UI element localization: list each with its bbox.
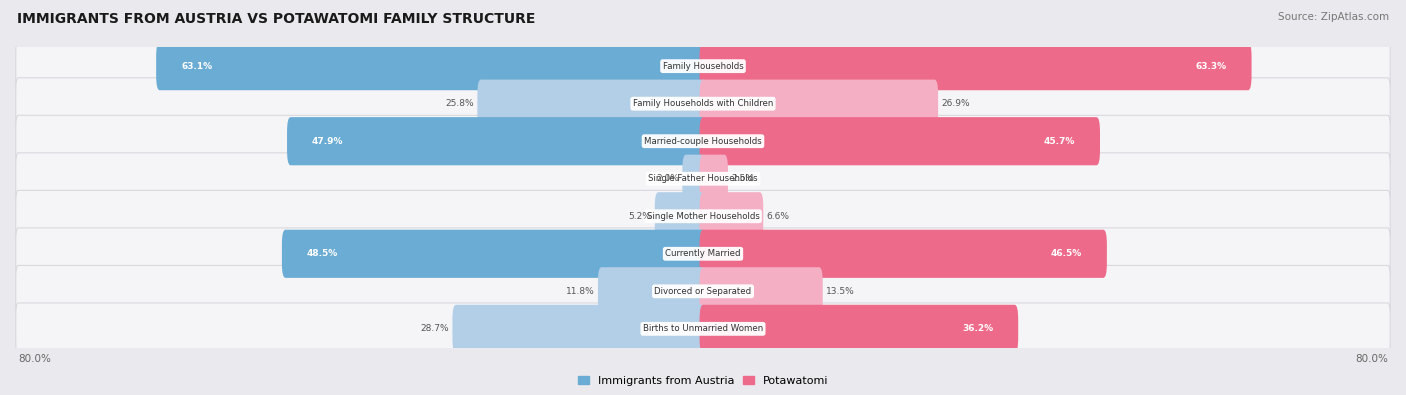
Text: 47.9%: 47.9%: [312, 137, 343, 146]
Text: Source: ZipAtlas.com: Source: ZipAtlas.com: [1278, 12, 1389, 22]
Legend: Immigrants from Austria, Potawatomi: Immigrants from Austria, Potawatomi: [574, 371, 832, 390]
Text: 48.5%: 48.5%: [307, 249, 337, 258]
Text: 26.9%: 26.9%: [942, 99, 970, 108]
FancyBboxPatch shape: [453, 305, 706, 353]
FancyBboxPatch shape: [700, 42, 1251, 90]
Text: 80.0%: 80.0%: [1355, 354, 1388, 364]
Text: Family Households with Children: Family Households with Children: [633, 99, 773, 108]
Text: 63.3%: 63.3%: [1195, 62, 1226, 71]
Text: Divorced or Separated: Divorced or Separated: [654, 287, 752, 296]
FancyBboxPatch shape: [15, 190, 1391, 242]
FancyBboxPatch shape: [700, 267, 823, 315]
FancyBboxPatch shape: [700, 230, 1107, 278]
Text: 36.2%: 36.2%: [962, 324, 993, 333]
Text: 11.8%: 11.8%: [565, 287, 595, 296]
FancyBboxPatch shape: [700, 192, 763, 240]
FancyBboxPatch shape: [287, 117, 706, 165]
FancyBboxPatch shape: [598, 267, 706, 315]
Text: 63.1%: 63.1%: [181, 62, 212, 71]
FancyBboxPatch shape: [156, 42, 706, 90]
FancyBboxPatch shape: [700, 155, 728, 203]
FancyBboxPatch shape: [15, 153, 1391, 205]
FancyBboxPatch shape: [655, 192, 706, 240]
Text: 80.0%: 80.0%: [18, 354, 51, 364]
FancyBboxPatch shape: [682, 155, 706, 203]
FancyBboxPatch shape: [700, 80, 938, 128]
FancyBboxPatch shape: [15, 115, 1391, 167]
Text: IMMIGRANTS FROM AUSTRIA VS POTAWATOMI FAMILY STRUCTURE: IMMIGRANTS FROM AUSTRIA VS POTAWATOMI FA…: [17, 12, 536, 26]
Text: 13.5%: 13.5%: [827, 287, 855, 296]
Text: Single Mother Households: Single Mother Households: [647, 212, 759, 221]
FancyBboxPatch shape: [700, 117, 1099, 165]
Text: Births to Unmarried Women: Births to Unmarried Women: [643, 324, 763, 333]
Text: Single Father Households: Single Father Households: [648, 174, 758, 183]
Text: 5.2%: 5.2%: [628, 212, 651, 221]
Text: 46.5%: 46.5%: [1050, 249, 1083, 258]
FancyBboxPatch shape: [15, 228, 1391, 280]
Text: Married-couple Households: Married-couple Households: [644, 137, 762, 146]
Text: 28.7%: 28.7%: [420, 324, 449, 333]
FancyBboxPatch shape: [281, 230, 706, 278]
FancyBboxPatch shape: [15, 265, 1391, 317]
Text: 2.5%: 2.5%: [731, 174, 754, 183]
Text: 45.7%: 45.7%: [1043, 137, 1076, 146]
Text: 25.8%: 25.8%: [446, 99, 474, 108]
FancyBboxPatch shape: [15, 78, 1391, 130]
Text: 6.6%: 6.6%: [766, 212, 790, 221]
Text: Family Households: Family Households: [662, 62, 744, 71]
FancyBboxPatch shape: [15, 303, 1391, 355]
Text: 2.0%: 2.0%: [657, 174, 679, 183]
Text: Currently Married: Currently Married: [665, 249, 741, 258]
FancyBboxPatch shape: [478, 80, 706, 128]
FancyBboxPatch shape: [700, 305, 1018, 353]
FancyBboxPatch shape: [15, 40, 1391, 92]
